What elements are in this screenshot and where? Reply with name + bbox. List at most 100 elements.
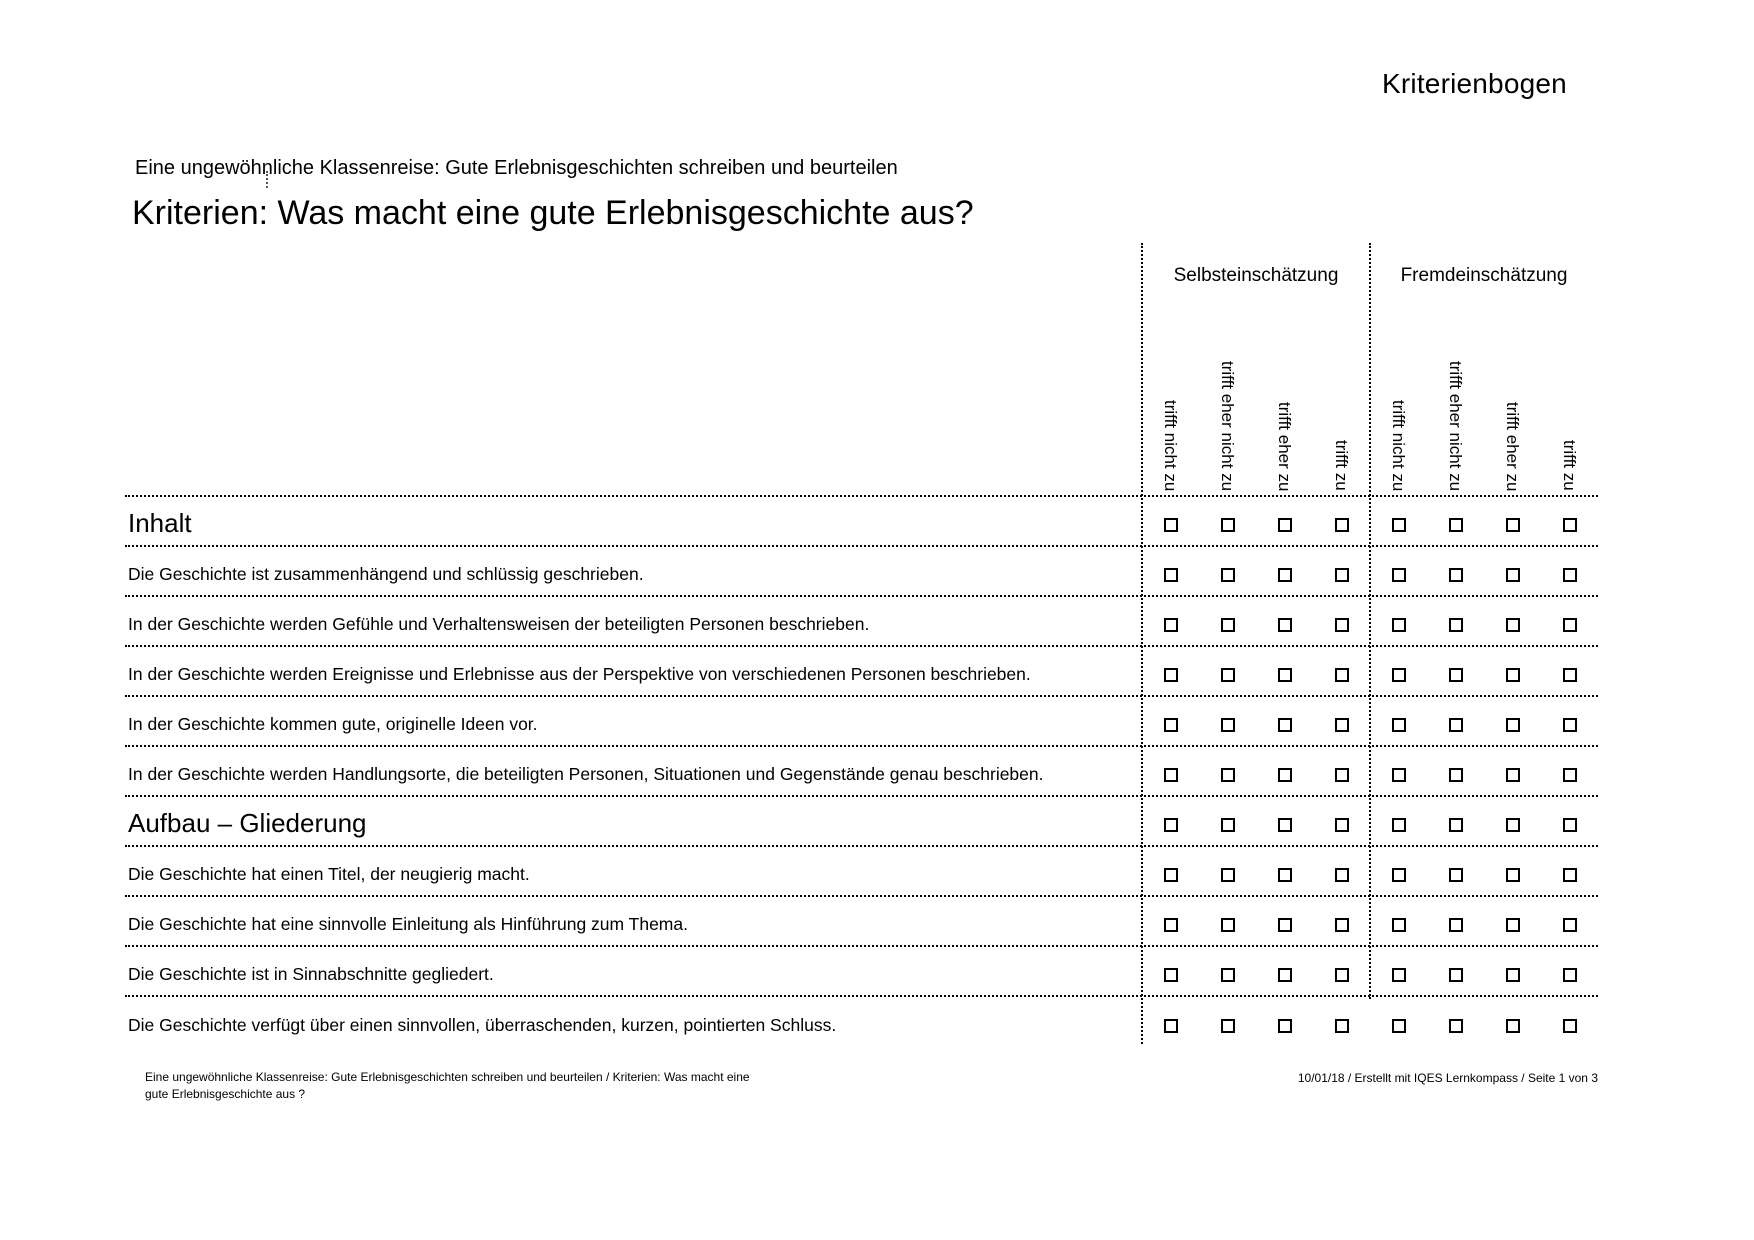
checkbox-peer-option2-row8[interactable]: [1448, 868, 1463, 882]
checkbox-peer-option3-row7[interactable]: [1505, 818, 1520, 832]
checkbox-self-option3-row1[interactable]: [1277, 518, 1292, 532]
checkbox-peer-option4-row8[interactable]: [1562, 868, 1577, 882]
checkbox-peer-option4-row5[interactable]: [1562, 718, 1577, 732]
checkbox-peer-option2-row4[interactable]: [1448, 668, 1463, 682]
checkbox-self-option1-row6[interactable]: [1163, 768, 1178, 782]
checkbox-peer-option4-row9[interactable]: [1562, 918, 1577, 932]
checkbox-self-option4-row7[interactable]: [1334, 818, 1349, 832]
checkbox-peer-option3-row2[interactable]: [1505, 568, 1520, 582]
criterion-row: In der Geschichte werden Gefühle und Ver…: [125, 597, 1598, 647]
checkbox-peer-option2-row6[interactable]: [1448, 768, 1463, 782]
checkbox-peer-option3-row11[interactable]: [1505, 1019, 1520, 1033]
checkbox-peer-option4-row10[interactable]: [1562, 968, 1577, 982]
checkbox-peer-option2-row10[interactable]: [1448, 968, 1463, 982]
checkbox-self-option3-row10[interactable]: [1277, 968, 1292, 982]
checkbox-peer-option4-row2[interactable]: [1562, 568, 1577, 582]
checkbox-peer-option4-row3[interactable]: [1562, 618, 1577, 632]
checkbox-self-option2-row10[interactable]: [1220, 968, 1235, 982]
criterion-row: In der Geschichte werden Ereignisse und …: [125, 647, 1598, 697]
checkbox-peer-option1-row10[interactable]: [1391, 968, 1406, 982]
checkbox-peer-option2-row5[interactable]: [1448, 718, 1463, 732]
checkbox-self-option1-row7[interactable]: [1163, 818, 1178, 832]
checkbox-peer-option2-row2[interactable]: [1448, 568, 1463, 582]
checkbox-self-option1-row1[interactable]: [1163, 518, 1178, 532]
checkbox-self-option2-row2[interactable]: [1220, 568, 1235, 582]
checkbox-peer-option3-row8[interactable]: [1505, 868, 1520, 882]
checkbox-self-option4-row10[interactable]: [1334, 968, 1349, 982]
checkbox-peer-option3-row6[interactable]: [1505, 768, 1520, 782]
checkbox-self-option4-row2[interactable]: [1334, 568, 1349, 582]
checkbox-self-option1-row5[interactable]: [1163, 718, 1178, 732]
checkbox-peer-option1-row2[interactable]: [1391, 568, 1406, 582]
checkbox-peer-option3-row5[interactable]: [1505, 718, 1520, 732]
checkbox-self-option2-row3[interactable]: [1220, 618, 1235, 632]
criterion-row: Die Geschichte ist zusammenhängend und s…: [125, 547, 1598, 597]
checkbox-peer-option2-row3[interactable]: [1448, 618, 1463, 632]
checkbox-peer-option3-row9[interactable]: [1505, 918, 1520, 932]
checkbox-self-option1-row2[interactable]: [1163, 568, 1178, 582]
checkbox-self-option2-row7[interactable]: [1220, 818, 1235, 832]
checkbox-self-option4-row9[interactable]: [1334, 918, 1349, 932]
checkbox-self-option3-row2[interactable]: [1277, 568, 1292, 582]
checkbox-self-option4-row8[interactable]: [1334, 868, 1349, 882]
option-header-cell: trifft eher zu: [1256, 402, 1313, 495]
checkbox-peer-option1-row1[interactable]: [1391, 518, 1406, 532]
checkbox-self-option1-row3[interactable]: [1163, 618, 1178, 632]
checkbox-self-option2-row9[interactable]: [1220, 918, 1235, 932]
checkbox-self-option1-row9[interactable]: [1163, 918, 1178, 932]
checkbox-self-option3-row7[interactable]: [1277, 818, 1292, 832]
checkbox-peer-option3-row3[interactable]: [1505, 618, 1520, 632]
checkbox-self-option3-row9[interactable]: [1277, 918, 1292, 932]
checkbox-self-option2-row11[interactable]: [1220, 1019, 1235, 1033]
checkbox-peer-option1-row4[interactable]: [1391, 668, 1406, 682]
checkbox-peer-option4-row7[interactable]: [1562, 818, 1577, 832]
criteria-table: Selbsteinschätzung Fremdeinschätzung tri…: [125, 243, 1598, 1047]
checkbox-peer-option1-row5[interactable]: [1391, 718, 1406, 732]
checkbox-peer-option4-row11[interactable]: [1562, 1019, 1577, 1033]
checkbox-peer-option4-row1[interactable]: [1562, 518, 1577, 532]
checkbox-self-option4-row3[interactable]: [1334, 618, 1349, 632]
checkbox-self-option3-row4[interactable]: [1277, 668, 1292, 682]
checkbox-peer-option1-row11[interactable]: [1391, 1019, 1406, 1033]
checkbox-self-option3-row11[interactable]: [1277, 1019, 1292, 1033]
checkbox-cell: [1199, 760, 1256, 782]
checkbox-cell: [1256, 910, 1313, 932]
checkbox-peer-option4-row6[interactable]: [1562, 768, 1577, 782]
checkbox-self-option3-row5[interactable]: [1277, 718, 1292, 732]
checkbox-peer-option4-row4[interactable]: [1562, 668, 1577, 682]
checkbox-self-option4-row11[interactable]: [1334, 1019, 1349, 1033]
checkbox-self-option2-row1[interactable]: [1220, 518, 1235, 532]
checkbox-peer-option2-row1[interactable]: [1448, 518, 1463, 532]
checkbox-cell: [1541, 760, 1598, 782]
checkbox-self-option2-row4[interactable]: [1220, 668, 1235, 682]
checkbox-self-option1-row10[interactable]: [1163, 968, 1178, 982]
checkbox-self-option3-row8[interactable]: [1277, 868, 1292, 882]
checkbox-peer-option2-row11[interactable]: [1448, 1019, 1463, 1033]
checkbox-peer-option3-row4[interactable]: [1505, 668, 1520, 682]
checkbox-self-option2-row5[interactable]: [1220, 718, 1235, 732]
checkbox-self-option2-row6[interactable]: [1220, 768, 1235, 782]
checkbox-peer-option2-row7[interactable]: [1448, 818, 1463, 832]
checkbox-self-option2-row8[interactable]: [1220, 868, 1235, 882]
row-checkboxes: [1142, 960, 1598, 982]
checkbox-peer-option1-row6[interactable]: [1391, 768, 1406, 782]
checkbox-self-option4-row5[interactable]: [1334, 718, 1349, 732]
checkbox-peer-option3-row1[interactable]: [1505, 518, 1520, 532]
checkbox-self-option4-row4[interactable]: [1334, 668, 1349, 682]
checkbox-peer-option1-row9[interactable]: [1391, 918, 1406, 932]
checkbox-peer-option1-row7[interactable]: [1391, 818, 1406, 832]
checkbox-self-option1-row11[interactable]: [1163, 1019, 1178, 1033]
checkbox-self-option4-row1[interactable]: [1334, 518, 1349, 532]
checkbox-self-option3-row3[interactable]: [1277, 618, 1292, 632]
checkbox-peer-option2-row9[interactable]: [1448, 918, 1463, 932]
checkbox-self-option1-row8[interactable]: [1163, 868, 1178, 882]
row-checkboxes: [1142, 710, 1598, 732]
checkbox-peer-option3-row10[interactable]: [1505, 968, 1520, 982]
checkbox-self-option4-row6[interactable]: [1334, 768, 1349, 782]
checkbox-self-option1-row4[interactable]: [1163, 668, 1178, 682]
option-header-cell: trifft zu: [1541, 440, 1598, 495]
checkbox-peer-option1-row8[interactable]: [1391, 868, 1406, 882]
checkbox-self-option3-row6[interactable]: [1277, 768, 1292, 782]
page-title: Kriterien: Was macht eine gute Erlebnisg…: [132, 194, 974, 232]
checkbox-peer-option1-row3[interactable]: [1391, 618, 1406, 632]
